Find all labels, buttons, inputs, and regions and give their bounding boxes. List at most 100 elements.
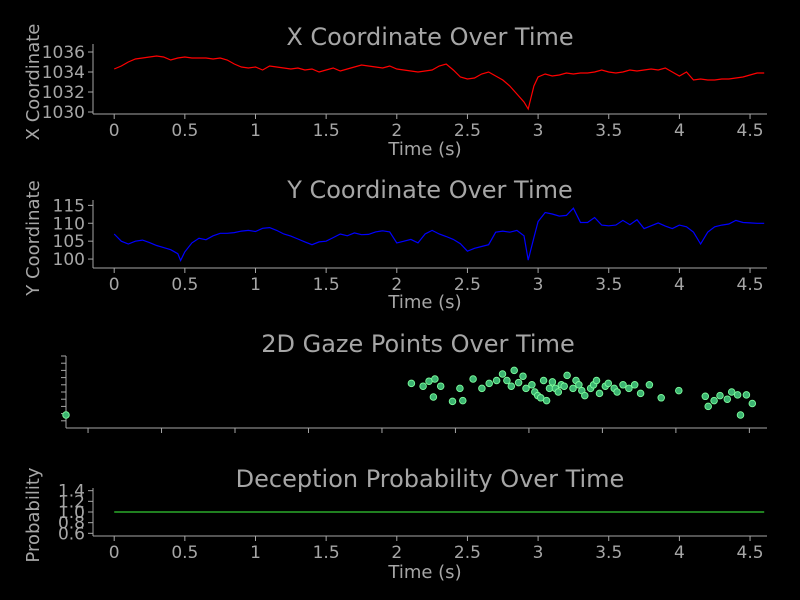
gaze-point (469, 375, 477, 383)
gaze-point (733, 391, 742, 399)
probability-x-tick-label: 0.5 (171, 543, 198, 563)
x-x-tick-label: 1 (250, 121, 261, 141)
gaze-point (485, 379, 493, 388)
x-x-tick-label: 4.5 (737, 121, 764, 141)
probability-x-tick-label: 1.5 (313, 543, 340, 563)
y-coordinate-panel: Y Coordinate Over Time Y Coordinate Time… (23, 176, 767, 313)
probability-panel: Deception Probability Over Time Probabil… (23, 465, 767, 583)
x-x-tick-label: 2.5 (454, 121, 481, 141)
gaze-point (554, 388, 563, 396)
y-x-tick-label: 2 (391, 275, 402, 295)
gaze-point (748, 399, 757, 408)
gaze-point (701, 392, 710, 401)
gaze-point (742, 391, 751, 399)
gaze-point (528, 381, 536, 389)
x-x-tick-label: 0.5 (171, 121, 198, 141)
y-chart-title: Y Coordinate Over Time (286, 176, 573, 204)
gaze-point (448, 397, 457, 406)
x-x-tick-label: 2 (391, 121, 402, 141)
gaze-point (630, 381, 639, 389)
gaze-point (507, 382, 516, 390)
gaze-point (498, 370, 507, 378)
gaze-point (519, 372, 527, 380)
gaze-point (560, 382, 568, 390)
gaze-point (436, 382, 445, 390)
gaze-point (675, 386, 683, 395)
gaze-point (431, 375, 439, 383)
x-coordinate-panel: X Coordinate Over Time X Coordinate Time… (23, 23, 767, 160)
gaze-point (510, 366, 518, 375)
probability-x-tick-label: 4 (674, 543, 685, 563)
probability-y-tick-label: 1.2 (58, 492, 85, 512)
probability-chart-ylabel: Probability (23, 467, 44, 562)
gaze-point (619, 381, 627, 389)
gaze-point (459, 396, 467, 405)
gaze-point (592, 376, 601, 385)
gaze-point (604, 379, 613, 388)
y-chart-xlabel: Time (s) (387, 292, 461, 313)
gaze-point (419, 382, 427, 390)
probability-chart-title: Deception Probability Over Time (236, 465, 625, 493)
y-x-tick-label: 4.5 (737, 275, 764, 295)
x-y-tick-label: 1032 (42, 83, 85, 103)
gaze-point (575, 381, 583, 389)
probability-x-tick-label: 2 (391, 543, 402, 563)
gaze-points-panel: 2D Gaze Points Over Time (61, 330, 767, 433)
gaze-point (407, 379, 416, 388)
gaze-point (710, 396, 718, 405)
y-y-tick-label: 110 (53, 214, 85, 234)
x-y-tick-label: 1034 (42, 63, 85, 83)
gaze-point (727, 388, 736, 396)
y-x-tick-label: 3.5 (595, 275, 622, 295)
probability-x-tick-label: 0 (109, 543, 120, 563)
gaze-point (704, 402, 712, 411)
gaze-point (657, 394, 665, 402)
y-x-tick-label: 0 (109, 275, 120, 295)
gaze-point (539, 376, 548, 385)
probability-y-tick-label: 1.0 (58, 503, 85, 523)
gaze-point (456, 384, 464, 393)
gaze-point (723, 395, 732, 403)
gaze-point (492, 376, 501, 385)
probability-chart-xlabel: Time (s) (387, 562, 461, 583)
gaze-point (503, 376, 511, 385)
x-x-tick-label: 4 (674, 121, 685, 141)
y-x-tick-label: 2.5 (454, 275, 481, 295)
x-x-tick-label: 0 (109, 121, 120, 141)
x-x-tick-label: 3 (533, 121, 544, 141)
x-x-tick-label: 3.5 (595, 121, 622, 141)
gaze-point (478, 384, 486, 393)
gaze-point (536, 394, 545, 402)
probability-y-tick-label: 0.8 (58, 514, 85, 534)
y-chart-ylabel: Y Coordinate (23, 180, 44, 296)
probability-x-tick-label: 3 (533, 543, 544, 563)
y-y-tick-label: 105 (53, 232, 85, 252)
gaze-point (563, 371, 571, 380)
gaze-point (522, 384, 530, 393)
probability-x-tick-label: 3.5 (595, 543, 622, 563)
y-x-tick-label: 3 (533, 275, 544, 295)
gaze-point (716, 391, 724, 400)
probability-x-tick-label: 1 (250, 543, 261, 563)
x-series-line (113, 55, 765, 111)
gaze-point (62, 411, 70, 419)
gaze-point (569, 384, 577, 393)
probability-x-tick-label: 4.5 (737, 543, 764, 563)
gaze-point (736, 411, 745, 419)
y-y-tick-label: 115 (53, 196, 85, 216)
y-x-tick-label: 0.5 (171, 275, 198, 295)
probability-x-tick-label: 2.5 (454, 543, 481, 563)
gaze-point (548, 378, 557, 386)
probability-y-tick-label: 1.4 (58, 482, 85, 502)
y-x-tick-label: 1.5 (313, 275, 340, 295)
probability-y-tick-label: 0.6 (58, 524, 85, 544)
gaze-point (645, 381, 654, 389)
x-chart-ylabel: X Coordinate (23, 24, 44, 141)
y-y-tick-label: 100 (53, 250, 85, 270)
y-series-line (113, 207, 765, 262)
x-y-tick-label: 1036 (42, 43, 85, 63)
y-x-tick-label: 4 (674, 275, 685, 295)
gaze-point (581, 391, 589, 400)
